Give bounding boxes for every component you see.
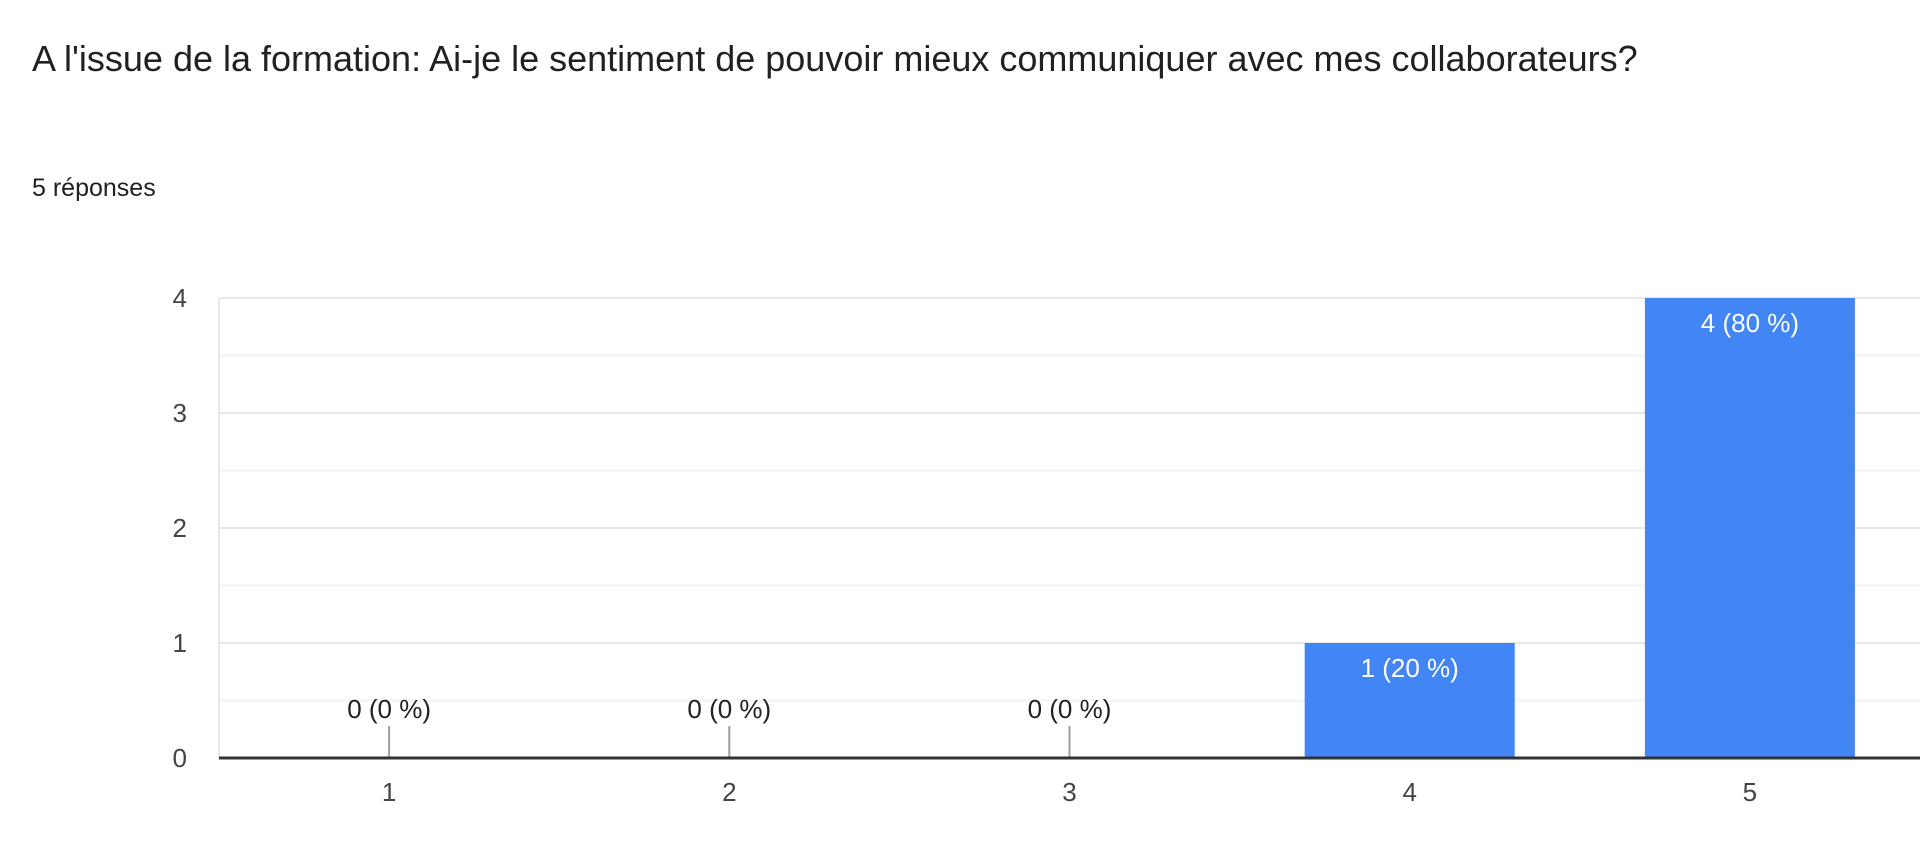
y-tick-label: 4 xyxy=(173,283,187,313)
x-tick-label: 1 xyxy=(382,777,396,807)
chart-labels: 0 1 2 3 4 0 (0 %) 1 0 (0 %) 2 0 (0 %) 3 1 (20 %) 4 4 … xyxy=(173,283,1800,807)
x-tick-label: 2 xyxy=(722,777,736,807)
data-label-4: 1 (20 %) xyxy=(1361,653,1459,683)
response-count: 5 réponses xyxy=(32,174,156,202)
x-tick-label: 5 xyxy=(1743,777,1757,807)
x-tick-label: 3 xyxy=(1062,777,1076,807)
data-label-5: 4 (80 %) xyxy=(1701,308,1799,338)
y-tick-label: 2 xyxy=(173,513,187,543)
bar-4 xyxy=(1304,643,1515,758)
question-title: A l'issue de la formation: Ai-je le sent… xyxy=(32,38,1638,79)
y-tick-label: 1 xyxy=(173,628,187,658)
chart-gridlines xyxy=(218,297,1920,758)
chart-bars xyxy=(388,298,1855,758)
y-tick-label: 3 xyxy=(173,398,187,428)
y-tick-label: 0 xyxy=(173,743,187,773)
data-label-3: 0 (0 %) xyxy=(1028,694,1112,724)
data-label-1: 0 (0 %) xyxy=(347,694,431,724)
bar-5 xyxy=(1644,298,1855,758)
x-tick-label: 4 xyxy=(1402,777,1416,807)
data-label-2: 0 (0 %) xyxy=(687,694,771,724)
